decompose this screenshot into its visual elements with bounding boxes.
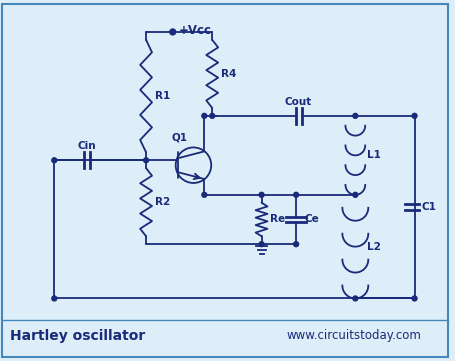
Text: L1: L1	[366, 150, 380, 160]
Text: Cout: Cout	[284, 97, 312, 107]
Text: Hartley oscillator: Hartley oscillator	[10, 329, 145, 343]
Circle shape	[52, 296, 56, 301]
Circle shape	[202, 192, 206, 197]
Text: C1: C1	[420, 202, 435, 212]
Circle shape	[52, 158, 56, 163]
Text: +Vcc: +Vcc	[178, 25, 211, 38]
Text: R1: R1	[155, 91, 170, 101]
Circle shape	[352, 113, 357, 118]
Circle shape	[411, 296, 416, 301]
Circle shape	[209, 113, 214, 118]
Circle shape	[202, 113, 206, 118]
Circle shape	[258, 242, 263, 247]
Text: Q1: Q1	[172, 132, 187, 143]
Circle shape	[258, 192, 263, 197]
Text: L2: L2	[366, 242, 380, 252]
Text: R4: R4	[221, 69, 236, 79]
Text: Re: Re	[270, 214, 285, 225]
Text: Cin: Cin	[77, 142, 96, 152]
Circle shape	[352, 296, 357, 301]
Circle shape	[169, 29, 175, 35]
Text: R2: R2	[155, 197, 170, 207]
Circle shape	[352, 192, 357, 197]
Circle shape	[411, 113, 416, 118]
Circle shape	[143, 158, 148, 163]
Circle shape	[293, 192, 298, 197]
Text: www.circuitstoday.com: www.circuitstoday.com	[286, 330, 420, 343]
Text: Ce: Ce	[303, 214, 318, 225]
Circle shape	[293, 242, 298, 247]
